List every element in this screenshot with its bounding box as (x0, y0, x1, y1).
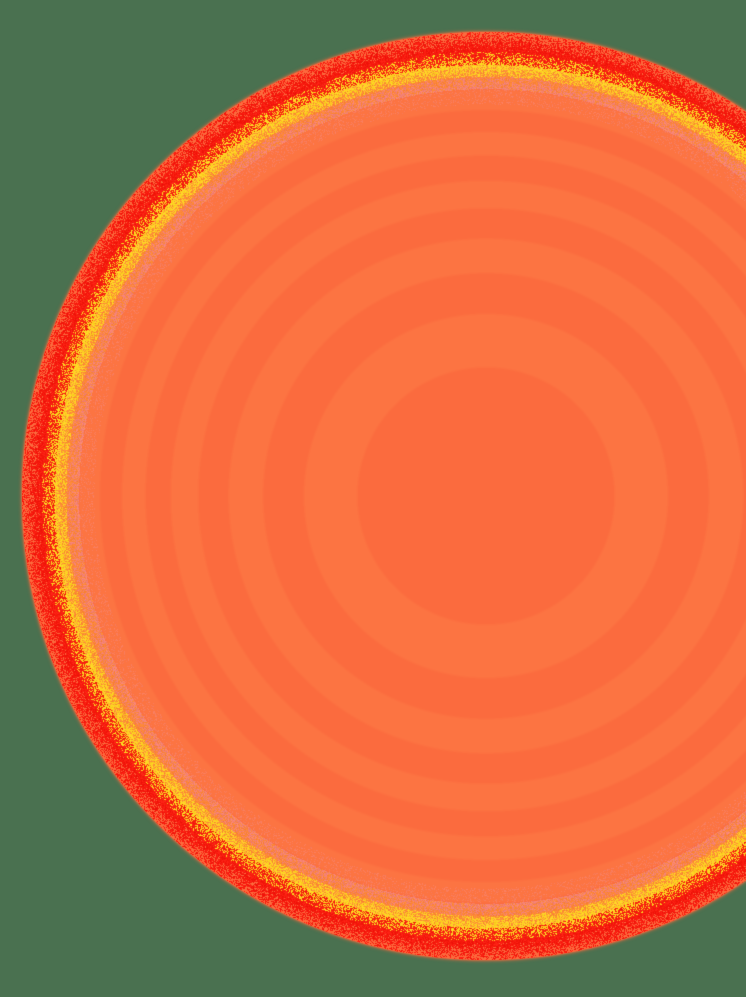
image-canvas: Concentric diffraction rings on green fi… (0, 0, 746, 997)
background-plate (0, 0, 746, 997)
